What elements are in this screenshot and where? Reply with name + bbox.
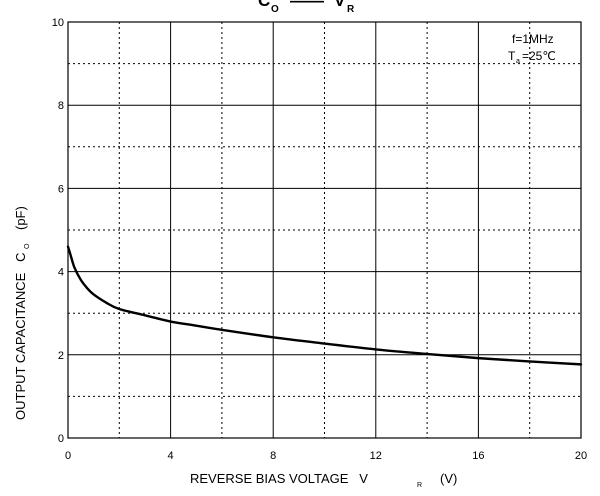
y-axis-label: OUTPUT CAPACITANCE C O (pF) <box>13 206 31 420</box>
x-axis-label-subscript: R <box>417 482 422 489</box>
temperature-note-t: T <box>508 49 516 63</box>
x-tick-label: 20 <box>575 450 587 462</box>
y-tick-label: 2 <box>58 350 64 362</box>
title-vs: V <box>334 0 346 10</box>
plot-frame <box>67 21 582 439</box>
capacitance-curve <box>66 245 583 366</box>
y-axis-label-unit: (pF) <box>13 206 28 230</box>
title-main: C <box>258 0 270 10</box>
x-tick-label: 16 <box>472 450 484 462</box>
title-separator: —— <box>290 0 324 10</box>
chart-title: C O —— V R <box>258 0 355 15</box>
x-axis-label: REVERSE BIAS VOLTAGE V R (V) <box>190 471 457 489</box>
title-main-subscript: O <box>271 4 279 15</box>
y-axis-label-text: OUTPUT CAPACITANCE C <box>13 252 28 420</box>
y-tick-label: 0 <box>58 433 64 445</box>
temperature-note-subscript: a <box>516 58 520 65</box>
y-tick-label: 8 <box>58 100 64 112</box>
y-tick-label: 10 <box>52 17 64 29</box>
y-tick-label: 6 <box>58 183 64 195</box>
x-tick-label: 12 <box>370 450 382 462</box>
frequency-note: f=1MHz <box>512 32 554 46</box>
tick-labels: 0 4 8 12 16 20 0 2 4 6 8 10 <box>52 17 587 462</box>
grid <box>68 22 581 438</box>
x-axis-label-unit: (V) <box>440 471 457 486</box>
x-tick-label: 4 <box>168 450 174 462</box>
x-tick-label: 8 <box>270 450 276 462</box>
test-conditions: f=1MHz T a =25℃ <box>508 32 556 65</box>
temperature-note-value: =25℃ <box>522 49 556 63</box>
x-axis-label-text: REVERSE BIAS VOLTAGE V <box>190 471 368 486</box>
title-vs-subscript: R <box>347 4 355 15</box>
x-tick-label: 0 <box>65 450 71 462</box>
y-tick-label: 4 <box>58 267 64 279</box>
y-axis-label-subscript: O <box>24 243 31 249</box>
